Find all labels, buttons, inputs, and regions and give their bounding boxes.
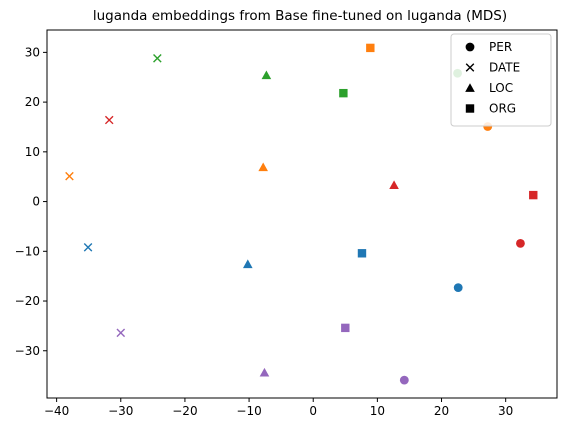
x-tick-label: −30 bbox=[108, 404, 133, 418]
legend-label: DATE bbox=[489, 61, 520, 75]
x-tick-label: 10 bbox=[370, 404, 385, 418]
y-tick-label: −10 bbox=[15, 244, 40, 258]
data-point-triangle bbox=[259, 367, 270, 377]
data-point-triangle bbox=[258, 162, 268, 172]
data-point-square bbox=[339, 88, 348, 98]
legend-label: ORG bbox=[489, 102, 516, 116]
legend-label: LOC bbox=[489, 81, 513, 95]
data-point-triangle bbox=[242, 259, 253, 269]
data-point-square bbox=[357, 249, 367, 258]
x-tick-label: 0 bbox=[309, 404, 317, 418]
data-point-x bbox=[65, 171, 74, 181]
y-tick-label: 20 bbox=[25, 95, 40, 109]
x-tick-label: 20 bbox=[434, 404, 449, 418]
y-tick-label: 0 bbox=[32, 195, 40, 209]
data-point-x bbox=[104, 115, 114, 125]
x-tick-label: −40 bbox=[44, 404, 69, 418]
data-point-square bbox=[366, 43, 375, 53]
y-tick-label: −30 bbox=[15, 344, 40, 358]
data-point-triangle bbox=[389, 180, 399, 189]
legend-marker-square bbox=[465, 104, 475, 113]
axis-ticks: −40 −30 −20 −10 0 10 20 30 −30 −20 −10 0 10 20 30 bbox=[15, 45, 514, 418]
data-point-square bbox=[341, 323, 350, 333]
y-tick-label: 10 bbox=[25, 145, 40, 159]
data-point-x bbox=[153, 54, 162, 63]
legend-marker-circle bbox=[465, 42, 475, 52]
legend: PER DATE LOC ORG bbox=[450, 33, 552, 127]
data-points bbox=[65, 43, 538, 385]
legend-box bbox=[450, 33, 552, 127]
data-point-circle bbox=[453, 283, 463, 292]
chart-title: luganda embeddings from Base fine-tuned … bbox=[93, 8, 507, 24]
data-point-circle bbox=[399, 375, 409, 385]
data-point-square bbox=[529, 190, 538, 200]
legend-marker-x bbox=[465, 63, 475, 72]
x-tick-label: 30 bbox=[498, 404, 513, 418]
legend-label: PER bbox=[489, 40, 512, 54]
data-point-x bbox=[83, 243, 93, 252]
data-point-x bbox=[116, 328, 126, 338]
x-tick-label: −10 bbox=[236, 404, 261, 418]
y-tick-label: −20 bbox=[15, 294, 40, 308]
x-tick-label: −20 bbox=[172, 404, 197, 418]
data-point-circle bbox=[516, 238, 525, 248]
y-tick-label: 30 bbox=[25, 45, 40, 59]
data-point-triangle bbox=[261, 70, 272, 80]
legend-marker-triangle bbox=[465, 83, 475, 92]
